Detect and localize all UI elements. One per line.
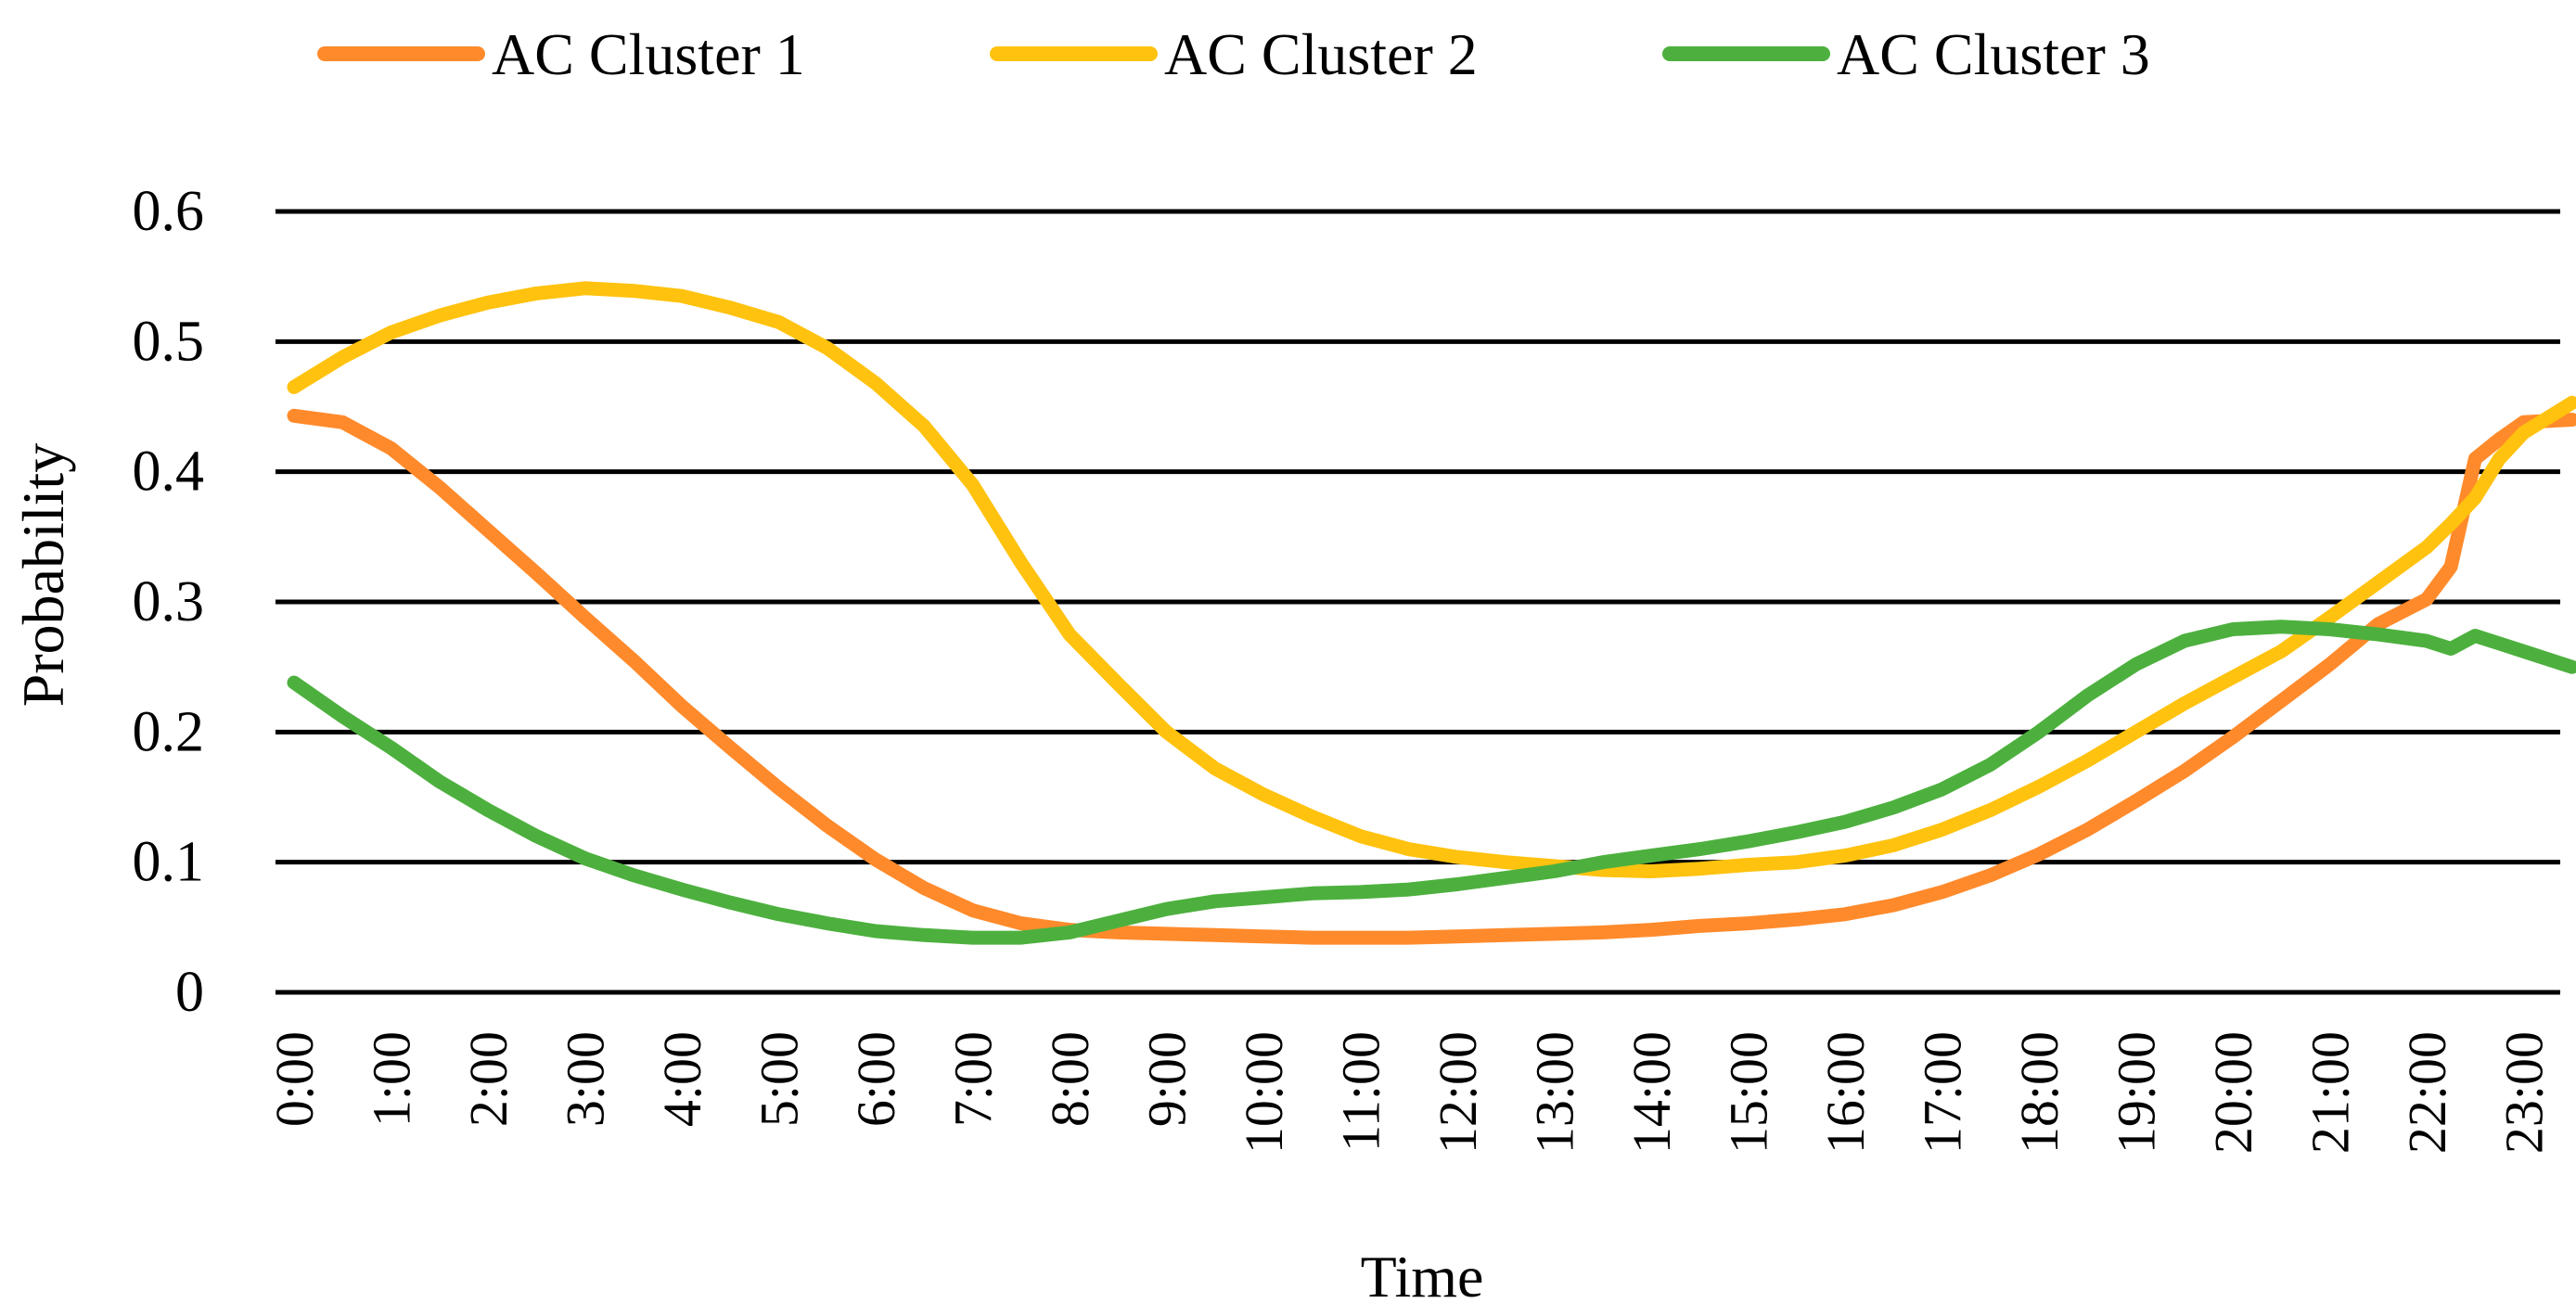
x-tick-label: 13:00 [1525, 1031, 1585, 1154]
x-tick-label: 0:00 [264, 1031, 325, 1127]
x-tick-label: 3:00 [556, 1031, 616, 1127]
x-tick-label: 10:00 [1234, 1031, 1294, 1154]
x-tick-label: 6:00 [846, 1031, 906, 1127]
y-tick-label: 0.3 [133, 570, 205, 633]
x-tick-label: 7:00 [943, 1031, 1004, 1127]
series-line-1 [287, 408, 2576, 945]
legend-label-1: AC Cluster 1 [492, 21, 805, 87]
x-tick-label: 5:00 [750, 1031, 810, 1127]
x-tick-label: 12:00 [1428, 1031, 1488, 1154]
x-tick-label: 8:00 [1040, 1031, 1100, 1127]
x-axis-label: Time [1361, 1244, 1484, 1310]
x-tick-label: 11:00 [1331, 1031, 1391, 1152]
series-lines [287, 281, 2576, 945]
x-tick-label: 21:00 [2300, 1031, 2361, 1154]
y-tick-label: 0.1 [133, 831, 205, 894]
x-tick-label: 16:00 [1815, 1031, 1876, 1154]
y-tick-label: 0.5 [133, 310, 205, 373]
legend: AC Cluster 1 AC Cluster 2 AC Cluster 3 [317, 21, 2150, 87]
y-axis-ticks: 0 0.1 0.2 0.3 0.4 0.5 0.6 [133, 180, 205, 1024]
x-tick-label: 18:00 [2009, 1031, 2070, 1154]
x-tick-label: 20:00 [2203, 1031, 2263, 1154]
x-axis-ticks: 0:00 1:00 2:00 3:00 4:00 5:00 6:00 7:00 8:00 9:00… [264, 1031, 2555, 1154]
y-tick-label: 0.4 [133, 441, 205, 504]
series-line-2 [287, 281, 2576, 878]
x-tick-label: 19:00 [2107, 1031, 2167, 1154]
x-tick-label: 14:00 [1621, 1031, 1682, 1154]
x-tick-label: 22:00 [2397, 1031, 2457, 1154]
y-tick-label: 0.6 [133, 180, 205, 243]
x-tick-label: 4:00 [652, 1031, 712, 1127]
gridlines [276, 209, 2560, 995]
x-tick-label: 2:00 [458, 1031, 519, 1127]
x-tick-label: 23:00 [2494, 1031, 2555, 1154]
y-tick-label: 0.2 [133, 700, 205, 763]
x-tick-label: 15:00 [1719, 1031, 1779, 1154]
y-axis-label: Probability [10, 443, 76, 707]
x-tick-label: 17:00 [1913, 1031, 1973, 1154]
series-line-3 [287, 620, 2576, 945]
x-tick-label: 9:00 [1137, 1031, 1198, 1127]
legend-label-3: AC Cluster 3 [1837, 21, 2150, 87]
y-tick-label: 0 [175, 961, 204, 1024]
legend-label-2: AC Cluster 2 [1164, 21, 1478, 87]
x-tick-label: 1:00 [362, 1031, 422, 1127]
